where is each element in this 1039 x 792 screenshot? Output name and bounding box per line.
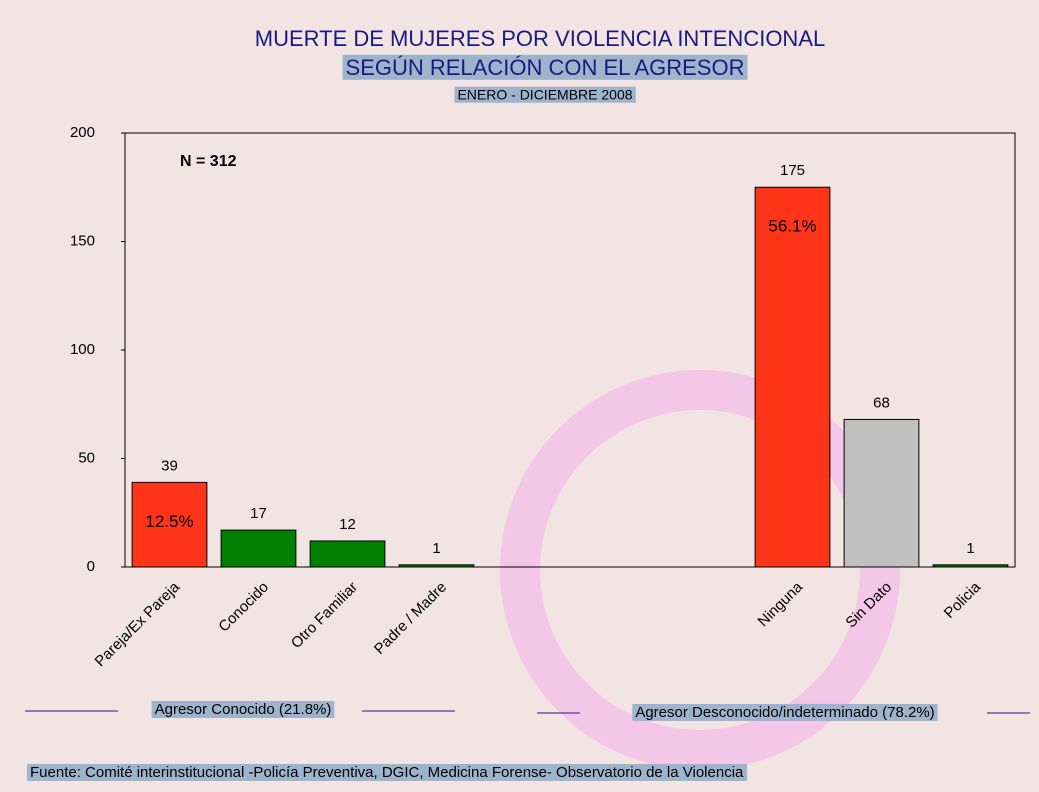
chart-subtitle: SEGÚN RELACIÓN CON EL AGRESOR xyxy=(346,55,745,80)
y-tick-label: 200 xyxy=(70,124,95,141)
y-tick-label: 150 xyxy=(70,232,95,249)
bar xyxy=(933,565,1008,567)
page: {"chart_data": { "type": "bar", "title":… xyxy=(0,0,1039,792)
y-tick-label: 50 xyxy=(78,449,95,466)
bar xyxy=(221,530,296,567)
percent-label: 12.5% xyxy=(145,512,193,531)
chart-title: MUERTE DE MUJERES POR VIOLENCIA INTENCIO… xyxy=(255,26,825,51)
chart-period: ENERO - DICIEMBRE 2008 xyxy=(457,87,632,103)
y-tick-label: 100 xyxy=(70,341,95,358)
group-label: Agresor Conocido (21.8%) xyxy=(155,701,332,718)
bar xyxy=(755,187,830,567)
annotation: N = 312 xyxy=(180,153,237,170)
group-label: Agresor Desconocido/indeterminado (78.2%… xyxy=(635,704,934,721)
value-label: 1 xyxy=(432,540,440,557)
value-label: 1 xyxy=(966,540,974,557)
percent-label: 56.1% xyxy=(768,217,816,236)
value-label: 17 xyxy=(250,505,267,522)
bar xyxy=(310,541,385,567)
chart: MUERTE DE MUJERES POR VIOLENCIA INTENCIO… xyxy=(0,0,1039,792)
bar xyxy=(399,565,474,567)
value-label: 175 xyxy=(780,162,805,179)
value-label: 68 xyxy=(873,394,890,411)
source: Fuente: Comité interinstitucional -Polic… xyxy=(30,764,744,781)
value-label: 12 xyxy=(339,516,356,533)
value-label: 39 xyxy=(161,457,178,474)
y-tick-label: 0 xyxy=(87,558,95,575)
bar xyxy=(844,419,919,567)
